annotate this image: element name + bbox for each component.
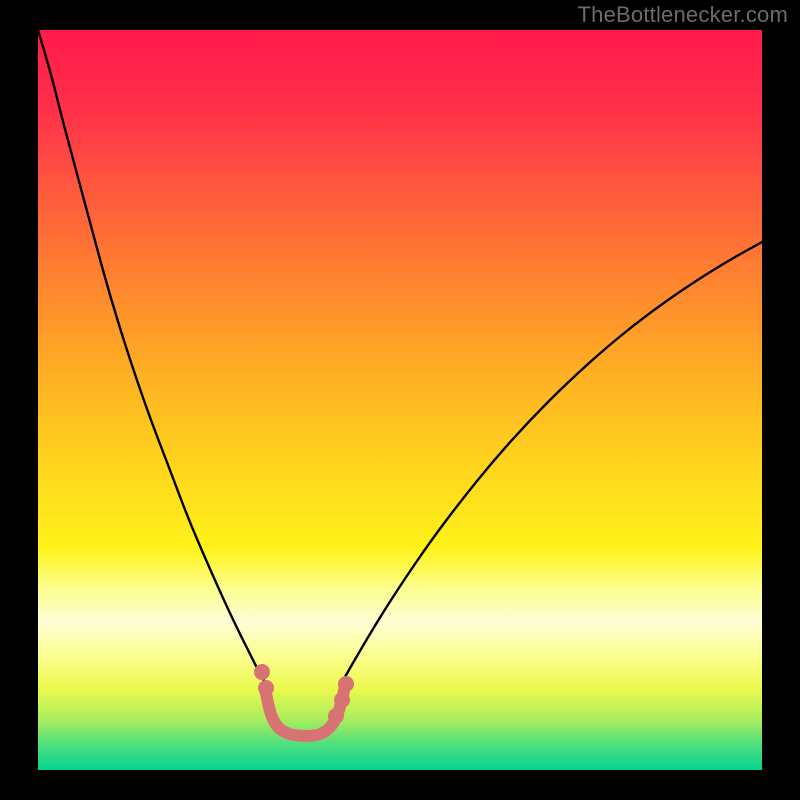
curves-layer [38,30,762,770]
marker-dot [334,692,350,708]
plot-area [38,30,762,770]
marker-dot [254,664,270,680]
watermark-text: TheBottlenecker.com [578,2,788,28]
left-curve [38,30,267,686]
marker-dot [328,708,344,724]
marker-dot [338,676,354,692]
chart-frame: TheBottlenecker.com [0,0,800,800]
right-curve [340,242,762,686]
marker-dot [258,680,274,696]
